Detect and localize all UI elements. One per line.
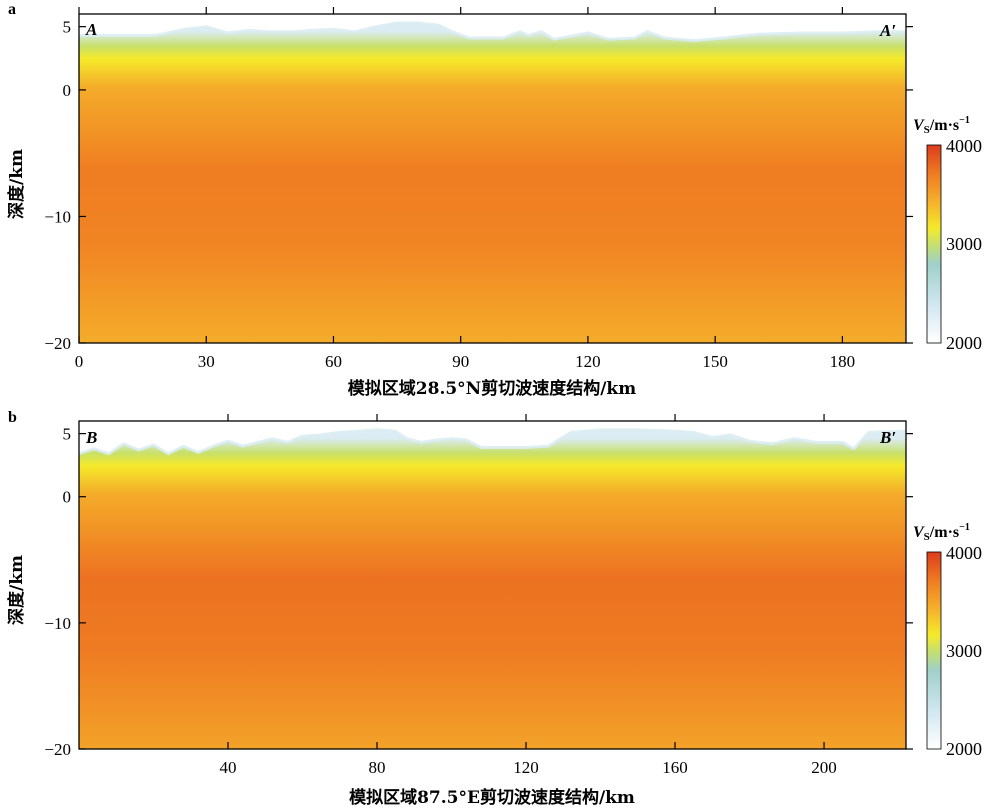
colorbar-a-title: VS/m·s−1: [913, 115, 970, 136]
surface-rim: [78, 428, 907, 456]
panel-a-label: a: [8, 1, 16, 18]
surface-rim: [79, 21, 906, 43]
colorbar-b: VS/m·s−1 4000 3000 2000: [913, 522, 982, 759]
y-tick-label: −10: [44, 614, 71, 633]
y-axis-title-b: 深度/km: [6, 555, 27, 625]
x-tick-label: 200: [811, 758, 837, 777]
colorbar-a-ramp: [926, 144, 942, 344]
y-tick-label: 0: [63, 81, 72, 100]
start-label-b: B: [85, 428, 97, 447]
panel-a: a 0 30 60 90 120 150 180 5 0 −10 −20 A A′ 深度/km 模拟…: [6, 1, 982, 399]
start-label-a: A: [85, 20, 97, 39]
y-tick-label: −20: [44, 334, 71, 353]
colorbar-b-tick-min: 2000: [946, 739, 982, 759]
x-tick-label: 80: [369, 758, 386, 777]
x-tick-label: 90: [452, 352, 469, 371]
colorbar-a: VS/m·s−1 4000 3000 2000: [913, 115, 982, 353]
colorbar-b-ramp: [926, 551, 942, 750]
plot-a-heatmap: [79, 21, 906, 344]
colorbar-b-title: VS/m·s−1: [913, 522, 970, 543]
x-axis-title-b: 模拟区域87.5°E剪切波速度结构/km: [349, 787, 635, 808]
plot-b-heatmap: [78, 428, 907, 749]
y-axis-title-a: 深度/km: [6, 149, 27, 219]
colorbar-b-tick-mid: 3000: [946, 641, 982, 661]
x-tick-label: 150: [702, 352, 728, 371]
velocity-field: [79, 22, 906, 344]
colorbar-a-tick-min: 2000: [946, 333, 982, 353]
end-label-b: B′: [879, 428, 896, 447]
colorbar-a-tick-max: 4000: [946, 136, 982, 156]
x-tick-label: 120: [513, 758, 539, 777]
y-tick-label: 5: [63, 18, 72, 37]
y-tick-label: 0: [63, 488, 72, 507]
colorbar-b-tick-max: 4000: [946, 543, 982, 563]
y-tick-label: −10: [44, 207, 71, 226]
plot-b-frame: [78, 420, 907, 750]
colorbar-a-tick-mid: 3000: [946, 234, 982, 254]
x-tick-label: 160: [662, 758, 688, 777]
x-tick-label: 30: [198, 352, 215, 371]
plot-a-ticks: 0 30 60 90 120 150 180 5 0 −10 −20: [44, 7, 913, 371]
x-tick-label: 40: [220, 758, 237, 777]
x-tick-label: 60: [325, 352, 342, 371]
x-tick-label: 120: [575, 352, 601, 371]
x-tick-label: 0: [75, 352, 84, 371]
velocity-field: [79, 429, 906, 749]
panel-b: b 40 80 120 160 200 5 0 −10 −20 B B′ 深度/km 模拟区域8…: [6, 409, 982, 808]
end-label-a: A′: [879, 21, 896, 40]
panel-b-label: b: [8, 409, 17, 426]
y-tick-label: 5: [63, 425, 72, 444]
x-axis-title-a: 模拟区域28.5°N剪切波速度结构/km: [348, 378, 636, 399]
plot-b-ticks: 40 80 120 160 200 5 0 −10 −20: [44, 414, 913, 777]
x-tick-label: 180: [830, 352, 856, 371]
plot-a-frame: [78, 13, 907, 344]
y-tick-label: −20: [44, 740, 71, 759]
